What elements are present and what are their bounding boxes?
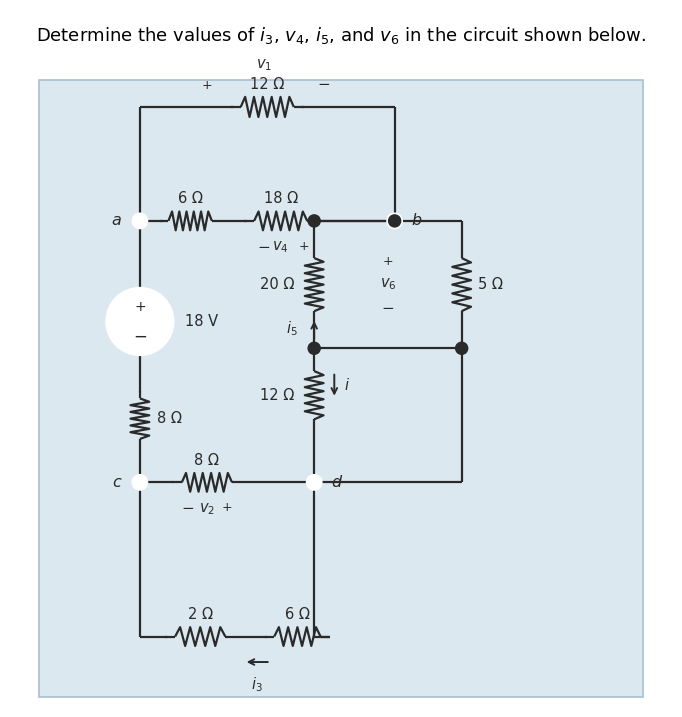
Text: 18 V: 18 V [186,314,219,329]
Circle shape [132,214,147,228]
Text: +: + [383,255,394,267]
Text: 8 Ω: 8 Ω [157,411,181,426]
Text: $v_1$: $v_1$ [256,58,272,73]
Text: Determine the values of $i_3$, $v_4$, $i_5$, and $v_6$ in the circuit shown belo: Determine the values of $i_3$, $v_4$, $i… [36,25,646,46]
Circle shape [106,288,173,355]
Circle shape [308,342,321,354]
Circle shape [308,215,321,227]
Text: −: − [318,77,331,92]
Text: 12 Ω: 12 Ω [260,388,294,403]
Circle shape [308,476,321,488]
Circle shape [387,214,402,228]
Text: $i_5$: $i_5$ [286,319,297,338]
Circle shape [456,342,468,354]
Text: 12 Ω: 12 Ω [250,77,284,92]
Circle shape [307,475,321,490]
Text: 20 Ω: 20 Ω [260,277,294,292]
Circle shape [389,215,400,227]
Text: $i_3$: $i_3$ [252,675,263,694]
Text: +: + [222,501,233,514]
Text: $i$: $i$ [344,377,351,393]
Text: 5 Ω: 5 Ω [479,277,503,292]
Text: $v_4$: $v_4$ [272,239,289,255]
Text: +: + [202,79,212,92]
Text: d: d [331,475,341,490]
Text: b: b [411,214,421,229]
Text: $v_2$: $v_2$ [199,501,215,517]
Text: 8 Ω: 8 Ω [194,452,220,467]
Text: c: c [113,475,121,490]
Text: 18 Ω: 18 Ω [264,191,298,206]
Text: +: + [134,300,146,314]
Text: 2 Ω: 2 Ω [188,607,213,622]
Text: −: − [182,501,194,516]
Text: +: + [299,239,310,252]
Text: a: a [111,214,121,229]
Text: −: − [133,327,147,345]
Text: −: − [381,300,394,315]
FancyBboxPatch shape [40,80,642,697]
Text: 6 Ω: 6 Ω [178,191,203,206]
Text: −: − [258,239,270,255]
Circle shape [132,475,147,490]
Text: 6 Ω: 6 Ω [285,607,310,622]
Text: $v_6$: $v_6$ [380,277,396,293]
